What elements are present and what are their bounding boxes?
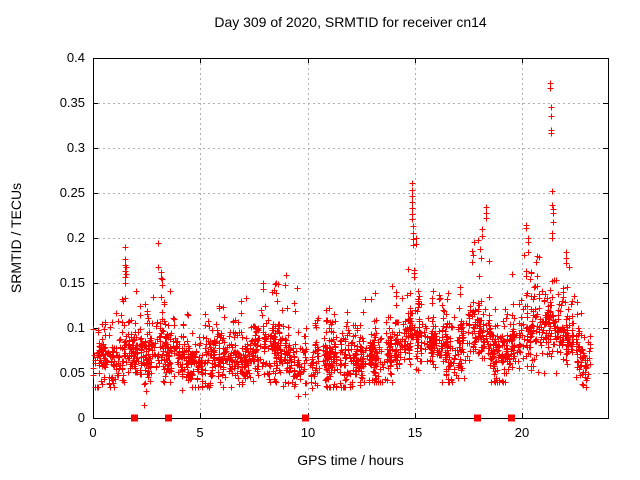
y-tick-label: 0.05 bbox=[60, 365, 85, 380]
x-tick-label: 15 bbox=[408, 425, 422, 440]
y-tick-label: 0.25 bbox=[60, 185, 85, 200]
scatter-points bbox=[90, 80, 594, 409]
chart-title: Day 309 of 2020, SRMTID for receiver cn1… bbox=[214, 14, 487, 30]
y-tick-label: 0.1 bbox=[67, 320, 85, 335]
y-tick-label: 0.4 bbox=[67, 50, 85, 65]
baseline-square-marker bbox=[165, 414, 172, 422]
x-axis-title: GPS time / hours bbox=[297, 452, 404, 468]
baseline-square-marker bbox=[474, 414, 481, 422]
baseline-square-marker bbox=[131, 414, 138, 422]
baseline-square-marker bbox=[508, 414, 515, 422]
x-tick-label: 0 bbox=[89, 425, 96, 440]
x-tick-label: 10 bbox=[301, 425, 315, 440]
y-tick-label: 0.15 bbox=[60, 275, 85, 290]
y-tick-label: 0.35 bbox=[60, 95, 85, 110]
baseline-square-marker bbox=[302, 414, 309, 422]
y-tick-label: 0.2 bbox=[67, 230, 85, 245]
y-tick-label: 0 bbox=[78, 410, 85, 425]
plot-border bbox=[93, 58, 609, 419]
x-tick-label: 5 bbox=[196, 425, 203, 440]
x-tick-label: 20 bbox=[515, 425, 529, 440]
y-tick-label: 0.3 bbox=[67, 140, 85, 155]
